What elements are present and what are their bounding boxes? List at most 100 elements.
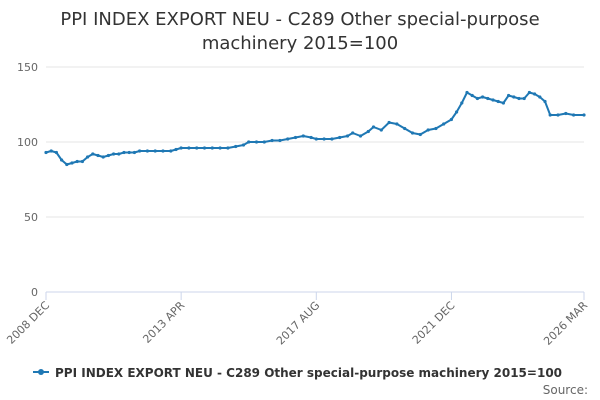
chart-title-line-2: machinery 2015=100 <box>202 33 398 54</box>
data-point[interactable] <box>270 138 274 143</box>
data-point[interactable] <box>491 98 495 102</box>
data-point[interactable] <box>543 99 547 104</box>
data-point[interactable] <box>80 159 84 164</box>
data-point[interactable] <box>501 101 505 105</box>
data-point[interactable] <box>507 93 511 98</box>
data-point[interactable] <box>330 137 334 141</box>
data-point[interactable] <box>481 95 485 99</box>
legend-label: PPI INDEX EXPORT NEU - C289 Other specia… <box>55 366 562 380</box>
data-point[interactable] <box>65 162 69 167</box>
data-point[interactable] <box>278 138 282 143</box>
data-point[interactable] <box>322 137 326 141</box>
x-tick-label: 2013 APR <box>140 299 187 346</box>
data-point[interactable] <box>44 150 48 155</box>
data-point[interactable] <box>179 146 183 150</box>
data-point[interactable] <box>533 92 537 96</box>
data-point[interactable] <box>366 129 370 134</box>
data-point[interactable] <box>358 134 363 138</box>
data-point[interactable] <box>132 150 136 155</box>
y-tick-label: 100 <box>17 136 38 149</box>
data-point[interactable] <box>538 95 542 99</box>
x-tick-label: 2017 AUG <box>274 299 323 348</box>
series-group <box>44 90 586 167</box>
data-point[interactable] <box>241 143 246 147</box>
data-point[interactable] <box>60 158 64 162</box>
data-point[interactable] <box>465 90 469 95</box>
x-tick-label: 2008 DEC <box>4 299 52 347</box>
data-point[interactable] <box>96 153 100 158</box>
x-tick-label: 2026 MAR <box>541 299 590 348</box>
legend[interactable]: PPI INDEX EXPORT NEU - C289 Other specia… <box>33 366 562 380</box>
data-point[interactable] <box>138 149 142 153</box>
data-point[interactable] <box>522 96 526 101</box>
data-point[interactable] <box>517 96 521 101</box>
data-point[interactable] <box>449 117 453 122</box>
data-point[interactable] <box>262 140 266 144</box>
y-axis-ticks: 0 50 100 150 <box>17 61 38 299</box>
data-point[interactable] <box>153 149 157 153</box>
data-point[interactable] <box>86 155 90 159</box>
data-point[interactable] <box>564 111 568 116</box>
data-point[interactable] <box>247 140 251 144</box>
data-point[interactable] <box>512 95 516 99</box>
data-point[interactable] <box>410 131 415 135</box>
data-point[interactable] <box>106 153 110 158</box>
data-point[interactable] <box>101 155 105 159</box>
data-point[interactable] <box>174 147 178 152</box>
data-point[interactable] <box>91 152 95 156</box>
data-point[interactable] <box>286 137 290 141</box>
data-point[interactable] <box>75 159 79 164</box>
data-point[interactable] <box>145 149 149 153</box>
data-point[interactable] <box>475 96 479 101</box>
data-point[interactable] <box>455 110 459 114</box>
data-point[interactable] <box>226 146 230 150</box>
data-point[interactable] <box>387 120 391 125</box>
data-point[interactable] <box>314 137 318 141</box>
data-point[interactable] <box>582 113 586 117</box>
data-point[interactable] <box>301 134 305 138</box>
data-point[interactable] <box>202 146 207 150</box>
data-point[interactable] <box>572 113 576 117</box>
y-tick-label: 50 <box>24 211 38 224</box>
data-point[interactable] <box>293 135 298 140</box>
data-point[interactable] <box>379 128 383 132</box>
data-point[interactable] <box>434 126 438 131</box>
data-point[interactable] <box>122 150 126 155</box>
data-point[interactable] <box>195 146 199 150</box>
data-point[interactable] <box>169 149 173 153</box>
data-point[interactable] <box>395 122 399 126</box>
data-point[interactable] <box>210 146 214 150</box>
data-point[interactable] <box>54 150 59 155</box>
data-point[interactable] <box>426 128 430 132</box>
data-point[interactable] <box>49 149 53 153</box>
data-point[interactable] <box>486 96 490 101</box>
data-point[interactable] <box>70 161 74 165</box>
data-point[interactable] <box>218 146 222 150</box>
data-point[interactable] <box>470 93 474 98</box>
data-point[interactable] <box>496 99 500 104</box>
data-point[interactable] <box>161 149 165 153</box>
data-point[interactable] <box>403 126 407 131</box>
data-point[interactable] <box>527 90 532 95</box>
data-point[interactable] <box>112 152 116 156</box>
data-point[interactable] <box>254 140 259 144</box>
data-point[interactable] <box>345 134 350 138</box>
data-point[interactable] <box>556 113 560 117</box>
data-point[interactable] <box>548 113 552 117</box>
data-point[interactable] <box>351 131 355 135</box>
data-point[interactable] <box>127 150 131 155</box>
data-point[interactable] <box>117 152 121 156</box>
data-point[interactable] <box>460 101 464 105</box>
data-point[interactable] <box>418 132 422 137</box>
y-tick-label: 150 <box>17 61 38 74</box>
data-point[interactable] <box>371 125 376 129</box>
y-tick-label: 0 <box>31 286 38 299</box>
gridlines <box>46 66 584 218</box>
chart-title-line-1: PPI INDEX EXPORT NEU - C289 Other specia… <box>60 9 539 30</box>
data-point[interactable] <box>187 146 191 150</box>
data-point[interactable] <box>338 135 342 140</box>
data-point[interactable] <box>234 144 238 149</box>
data-point[interactable] <box>309 135 313 140</box>
data-point[interactable] <box>442 122 446 126</box>
